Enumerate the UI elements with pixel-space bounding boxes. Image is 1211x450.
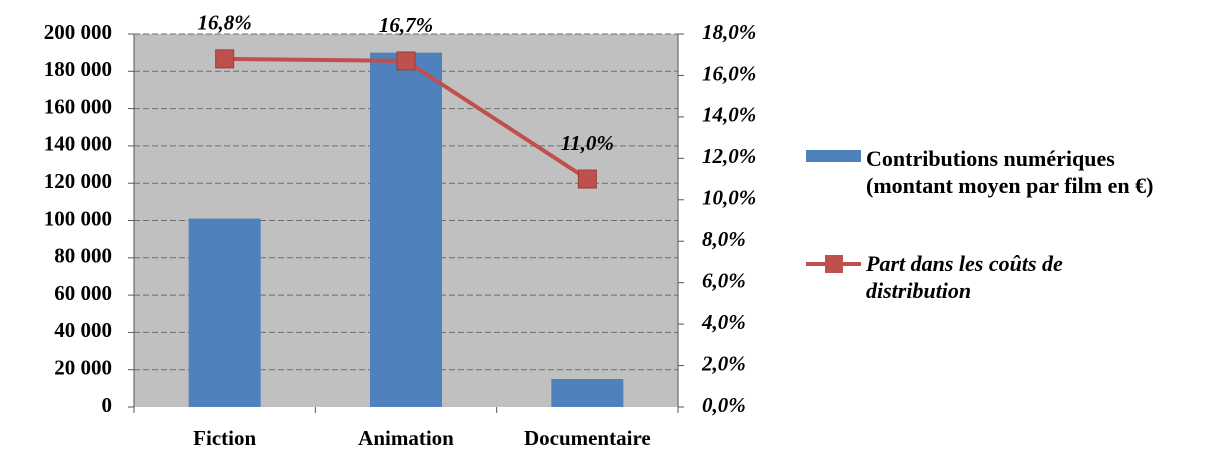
x-tick-label: Fiction	[193, 426, 256, 450]
y-tick-label: 0	[102, 393, 113, 417]
y2-tick-label: 12,0%	[702, 144, 756, 168]
y-tick-label: 80 000	[54, 244, 112, 268]
y-tick-label: 120 000	[44, 169, 112, 193]
y2-tick-label: 18,0%	[702, 20, 756, 44]
legend-label: Part dans les coûts de distribution	[866, 251, 1063, 303]
bar	[188, 218, 261, 407]
data-label: 16,8%	[198, 11, 252, 35]
marker	[396, 51, 416, 71]
y2-tick-label: 16,0%	[702, 61, 756, 85]
y-tick-label: 100 000	[44, 206, 112, 230]
y2-tick-label: 14,0%	[702, 103, 756, 127]
y2-tick-label: 0,0%	[702, 393, 746, 417]
y-tick-label: 180 000	[44, 57, 112, 81]
y-tick-label: 40 000	[54, 318, 112, 342]
y-tick-label: 20 000	[54, 356, 112, 380]
data-label: 16,7%	[379, 13, 433, 37]
data-label: 11,0%	[561, 131, 614, 155]
y2-tick-label: 2,0%	[701, 351, 746, 375]
marker	[215, 49, 235, 69]
y2-tick-label: 4,0%	[701, 310, 746, 334]
y2-tick-label: 8,0%	[702, 227, 746, 251]
y-tick-label: 200 000	[44, 20, 112, 44]
x-tick-label: Documentaire	[524, 426, 651, 450]
y2-tick-label: 6,0%	[702, 268, 746, 292]
x-tick-label: Animation	[358, 426, 454, 450]
y-tick-label: 140 000	[44, 132, 112, 156]
marker	[577, 169, 597, 189]
y-tick-label: 160 000	[44, 94, 112, 118]
y-tick-label: 60 000	[54, 281, 112, 305]
bar	[551, 379, 624, 407]
legend-swatch	[825, 255, 843, 273]
y2-tick-label: 10,0%	[702, 186, 756, 210]
legend-label: Contributions numériques (montant moyen …	[866, 146, 1154, 198]
legend-swatch	[806, 150, 861, 162]
bar	[370, 52, 442, 408]
